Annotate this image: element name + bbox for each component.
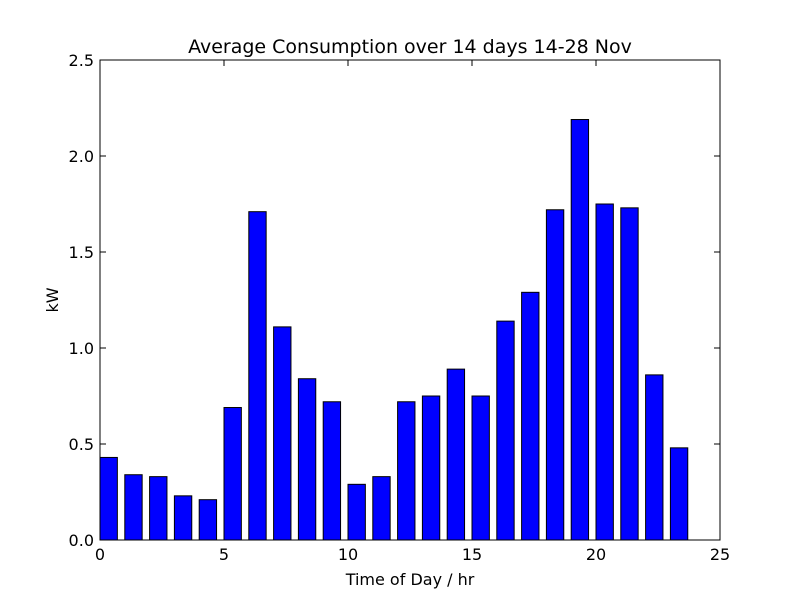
bar-hour-2 (149, 476, 168, 541)
bar-hour-3 (173, 495, 193, 541)
bar-hour-16 (496, 320, 515, 541)
y-tick-label: 1.5 (69, 243, 94, 262)
y-tick-label: 1.0 (69, 339, 94, 358)
bar-hour-13 (421, 395, 441, 541)
x-tick-label: 25 (710, 545, 730, 564)
plot-frame (99, 59, 721, 541)
y-tick-label: 2.5 (69, 51, 94, 70)
bar-group (99, 119, 689, 541)
bar-hour-4 (198, 499, 218, 541)
bar-hour-7 (273, 326, 292, 541)
x-tick-label: 15 (462, 545, 482, 564)
bar-hour-18 (545, 209, 565, 541)
bar-hour-8 (297, 378, 317, 541)
bar-hour-1 (124, 474, 143, 541)
axis-ticks: 0 5 10 15 20 25 0.0 0.5 1.0 1.5 2.0 2.5 (69, 51, 731, 564)
bar-hour-22 (645, 374, 664, 541)
x-tick-label: 10 (338, 545, 358, 564)
bar-hour-21 (620, 207, 639, 541)
chart-title: Average Consumption over 14 days 14-28 N… (188, 36, 632, 58)
x-tick-label: 5 (219, 545, 229, 564)
bar-hour-19 (570, 119, 590, 541)
bar-hour-0 (99, 456, 118, 541)
y-tick-label: 0.0 (69, 531, 94, 550)
bar-hour-11 (372, 476, 391, 541)
y-tick-label: 0.5 (69, 435, 94, 454)
y-tick-label: 2.0 (69, 147, 94, 166)
bar-hour-17 (521, 291, 540, 541)
bar-hour-6 (248, 211, 267, 541)
x-tick-label: 20 (586, 545, 606, 564)
bar-hour-14 (446, 368, 466, 541)
bar-hour-20 (595, 203, 614, 541)
bar-hour-15 (471, 395, 490, 541)
y-axis-label: kW (43, 287, 62, 312)
bar-hour-23 (669, 447, 689, 541)
bar-hour-12 (397, 401, 416, 541)
x-tick-label: 0 (95, 545, 105, 564)
bar-hour-9 (322, 401, 342, 541)
bar-hour-5 (223, 407, 242, 541)
bar-hour-10 (347, 483, 366, 541)
x-axis-label: Time of Day / hr (345, 570, 475, 589)
